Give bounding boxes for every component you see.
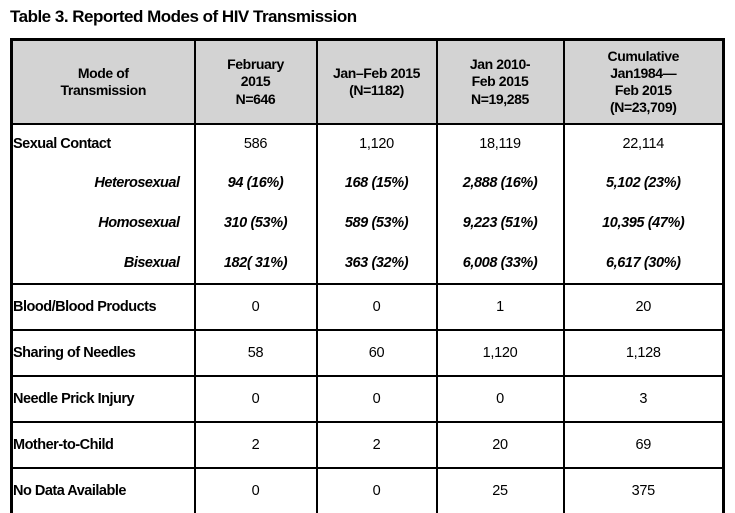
value-cell: 1,120	[315, 124, 438, 163]
row-label: Blood/Blood Products	[10, 283, 196, 330]
value-cell: 5,102 (23%)	[562, 163, 725, 203]
table-row-mother-to-child: Mother-to-Child 2 2 20 69	[10, 421, 725, 468]
column-header-feb-2015: February 2015 N=646	[193, 39, 318, 125]
table-body: Sexual Contact 586 1,120 18,119 22,114 H…	[10, 124, 725, 513]
value-cell: 0	[315, 283, 438, 330]
table-title: Table 3. Reported Modes of HIV Transmiss…	[10, 7, 357, 26]
value-cell: 182( 31%)	[193, 243, 318, 284]
value-cell: 0	[315, 375, 438, 422]
value-cell: 20	[435, 421, 565, 468]
table-row-sexual-contact: Sexual Contact 586 1,120 18,119 22,114	[10, 124, 725, 163]
header-row: Mode of Transmission February 2015 N=646…	[10, 39, 725, 125]
row-label: Homosexual	[10, 203, 196, 243]
value-cell: 2	[193, 421, 318, 468]
row-label: Needle Prick Injury	[10, 375, 196, 422]
row-label: Bisexual	[10, 243, 196, 284]
table-row-sharing-needles: Sharing of Needles 58 60 1,120 1,128	[10, 329, 725, 376]
value-cell: 94 (16%)	[193, 163, 318, 203]
column-header-jan-feb-2015: Jan–Feb 2015 (N=1182)	[315, 39, 438, 125]
value-cell: 310 (53%)	[193, 203, 318, 243]
table-row-blood-products: Blood/Blood Products 0 0 1 20	[10, 283, 725, 330]
value-cell: 25	[435, 467, 565, 513]
value-cell: 1,120	[435, 329, 565, 376]
value-cell: 0	[193, 375, 318, 422]
column-header-mode: Mode of Transmission	[10, 39, 196, 125]
column-header-cumulative: Cumulative Jan1984— Feb 2015 (N=23,709)	[562, 39, 725, 125]
value-cell: 589 (53%)	[315, 203, 438, 243]
hiv-transmission-table: Mode of Transmission February 2015 N=646…	[10, 38, 725, 513]
row-label: Mother-to-Child	[10, 421, 196, 468]
row-label: Sharing of Needles	[10, 329, 196, 376]
value-cell: 2	[315, 421, 438, 468]
value-cell: 18,119	[435, 124, 565, 163]
value-cell: 586	[193, 124, 318, 163]
value-cell: 0	[193, 467, 318, 513]
value-cell: 22,114	[562, 124, 725, 163]
value-cell: 1,128	[562, 329, 725, 376]
row-label: Sexual Contact	[10, 124, 196, 163]
value-cell: 375	[562, 467, 725, 513]
table-row-needle-prick: Needle Prick Injury 0 0 0 3	[10, 375, 725, 422]
value-cell: 9,223 (51%)	[435, 203, 565, 243]
value-cell: 0	[193, 283, 318, 330]
value-cell: 2,888 (16%)	[435, 163, 565, 203]
row-label: Heterosexual	[10, 163, 196, 203]
table-row-heterosexual: Heterosexual 94 (16%) 168 (15%) 2,888 (1…	[10, 163, 725, 203]
value-cell: 168 (15%)	[315, 163, 438, 203]
value-cell: 3	[562, 375, 725, 422]
table-header: Mode of Transmission February 2015 N=646…	[10, 39, 725, 125]
table-row-no-data: No Data Available 0 0 25 375	[10, 467, 725, 513]
column-header-jan2010-feb2015: Jan 2010- Feb 2015 N=19,285	[435, 39, 565, 125]
row-label: No Data Available	[10, 467, 196, 513]
value-cell: 69	[562, 421, 725, 468]
value-cell: 6,008 (33%)	[435, 243, 565, 284]
value-cell: 0	[435, 375, 565, 422]
value-cell: 60	[315, 329, 438, 376]
value-cell: 1	[435, 283, 565, 330]
value-cell: 6,617 (30%)	[562, 243, 725, 284]
table-row-bisexual: Bisexual 182( 31%) 363 (32%) 6,008 (33%)…	[10, 243, 725, 284]
value-cell: 20	[562, 283, 725, 330]
table-row-homosexual: Homosexual 310 (53%) 589 (53%) 9,223 (51…	[10, 203, 725, 243]
value-cell: 0	[315, 467, 438, 513]
value-cell: 363 (32%)	[315, 243, 438, 284]
value-cell: 58	[193, 329, 318, 376]
value-cell: 10,395 (47%)	[562, 203, 725, 243]
